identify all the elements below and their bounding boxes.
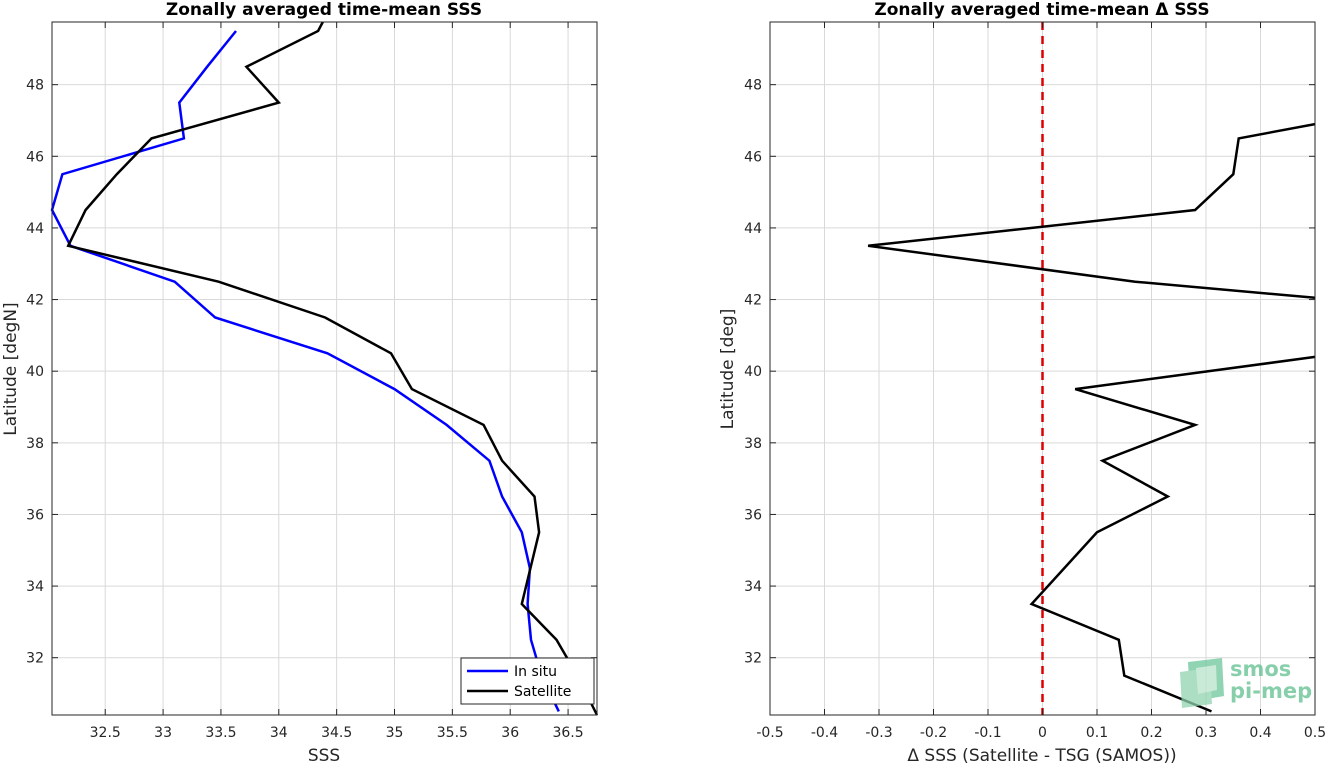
in-situ-series-line: [50, 30, 560, 712]
y-tick-label: 42: [26, 293, 44, 309]
left-plot-frame: [51, 21, 598, 716]
legend: In situ Satellite: [460, 657, 595, 705]
y-tick-label: 38: [26, 436, 44, 452]
y-tick-label: 44: [744, 221, 762, 237]
y-tick-label: 40: [26, 364, 44, 380]
x-tick-label: 0: [1038, 725, 1047, 741]
logo-text-pi-mep: pi-mep: [1230, 679, 1312, 703]
y-tick-label: 34: [26, 579, 44, 595]
x-tick-label: 33.5: [205, 725, 236, 741]
right-x-axis-label: Δ SSS (Satellite - TSG (SAMOS)): [907, 746, 1176, 765]
x-tick-label: 34.5: [321, 725, 352, 741]
y-tick-label: 34: [744, 579, 762, 595]
x-tick-label: 0.4: [1249, 725, 1271, 741]
x-tick-label: 33: [154, 725, 172, 741]
x-tick-label: -0.1: [974, 725, 1001, 741]
legend-box: [460, 657, 595, 705]
x-tick-label: -0.2: [920, 725, 947, 741]
x-tick-label: 36.5: [552, 725, 583, 741]
legend-label-satellite: Satellite: [514, 684, 571, 700]
y-tick-label: 32: [744, 651, 762, 667]
y-tick-label: 36: [744, 507, 762, 523]
left-chart-title: Zonally averaged time-mean SSS: [166, 0, 482, 20]
x-tick-label: 32.5: [90, 725, 121, 741]
right-chart-title: Zonally averaged time-mean Δ SSS: [874, 0, 1209, 20]
delta-sss-series-line-2: [867, 122, 1316, 300]
x-tick-label: -0.4: [811, 725, 838, 741]
y-tick-label: 38: [744, 436, 762, 452]
y-tick-label: 46: [26, 149, 44, 165]
x-tick-label: 35.5: [437, 725, 468, 741]
y-tick-label: 48: [26, 78, 44, 94]
y-tick-label: 48: [744, 78, 762, 94]
right-y-axis-label: Latitude [deg]: [718, 309, 738, 430]
left-x-axis-label: SSS: [308, 746, 340, 765]
x-tick-label: 0.1: [1086, 725, 1108, 741]
x-tick-label: -0.3: [865, 725, 892, 741]
x-tick-label: 0.2: [1140, 725, 1162, 741]
y-tick-label: 32: [26, 651, 44, 667]
y-tick-label: 44: [26, 221, 44, 237]
logo-emblem: [1180, 658, 1224, 708]
smos-pi-mep-logo: smos pi-mep: [1180, 657, 1312, 708]
delta-sss-series-line-1: [1029, 355, 1316, 713]
x-tick-label: -0.5: [756, 725, 783, 741]
x-tick-label: 35: [386, 725, 404, 741]
x-tick-label: 36: [501, 725, 519, 741]
satellite-series-line: [66, 21, 599, 716]
left-y-axis-label: Latitude [degN]: [1, 302, 21, 435]
left-chart-panel: Zonally averaged time-mean SSS 32.5 33 33.…: [1, 0, 599, 765]
x-tick-label: 0.5: [1304, 725, 1326, 741]
x-tick-label: 34: [270, 725, 288, 741]
y-tick-label: 36: [26, 507, 44, 523]
y-tick-label: 46: [744, 149, 762, 165]
right-chart-panel: Zonally averaged time-mean Δ SSS -0.5 -0.…: [718, 0, 1326, 765]
logo-text-smos: smos: [1230, 657, 1291, 681]
legend-label-in-situ: In situ: [514, 664, 557, 680]
x-tick-label: 0.3: [1195, 725, 1217, 741]
y-tick-label: 42: [744, 293, 762, 309]
y-tick-label: 40: [744, 364, 762, 380]
